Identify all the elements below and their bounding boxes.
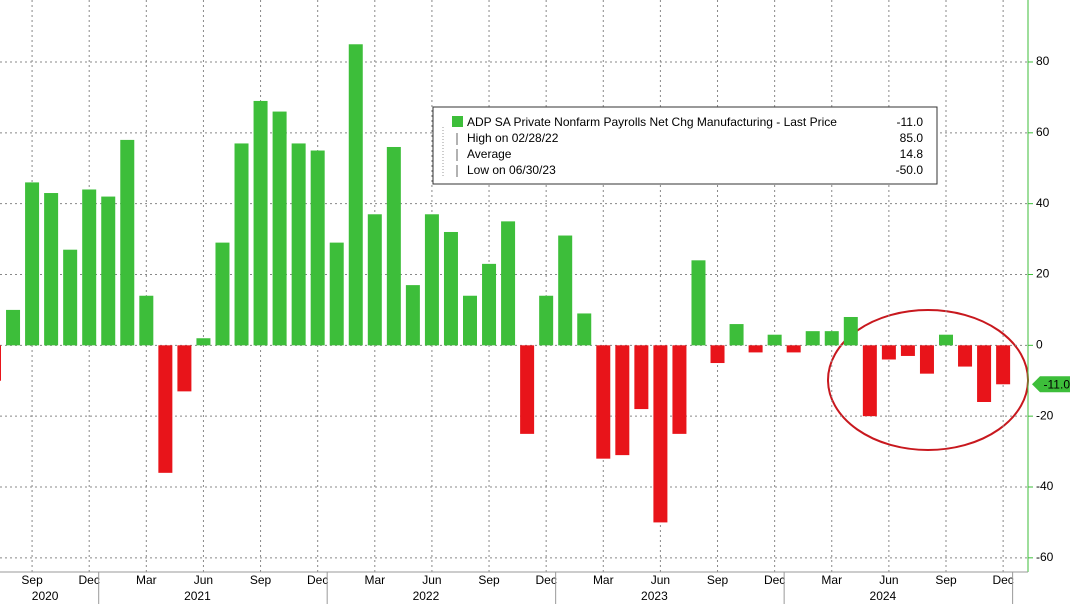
x-tick-label: Jun	[422, 573, 441, 587]
y-tick-label: 60	[1036, 125, 1050, 139]
bar	[0, 345, 1, 381]
y-tick-label: 20	[1036, 267, 1050, 281]
x-tick-label: Sep	[478, 573, 500, 587]
bar	[463, 295, 477, 346]
bar	[272, 111, 287, 346]
bar	[120, 139, 135, 346]
x-tick-label: Mar	[364, 573, 385, 587]
x-tick-label: Mar	[593, 573, 614, 587]
legend-name: ADP SA Private Nonfarm Payrolls Net Chg …	[467, 115, 837, 129]
bar	[558, 235, 573, 346]
legend-last: -11.0	[897, 115, 924, 129]
bar	[25, 182, 40, 346]
bar	[82, 189, 97, 346]
y-tick-label: -20	[1036, 408, 1054, 422]
bar	[215, 242, 230, 346]
bar	[291, 143, 306, 346]
bar	[919, 345, 934, 374]
bar	[405, 285, 420, 346]
bar	[253, 100, 268, 346]
bar	[710, 345, 725, 364]
bar	[634, 345, 649, 410]
x-tick-label: Mar	[136, 573, 157, 587]
bar	[139, 295, 154, 346]
bar	[577, 313, 592, 346]
bar	[824, 331, 839, 346]
bar	[881, 345, 896, 360]
legend-box	[432, 106, 938, 185]
x-tick-label: Jun	[651, 573, 670, 587]
legend-stat-value: 85.0	[900, 131, 924, 145]
x-tick-label: Mar	[821, 573, 842, 587]
bar	[729, 324, 744, 346]
bar	[843, 316, 858, 346]
bar	[158, 345, 173, 473]
x-tick-label: Sep	[21, 573, 43, 587]
legend-stat-value: -50.0	[896, 163, 924, 177]
y-tick-label: 0	[1036, 337, 1043, 351]
bar	[424, 214, 439, 346]
y-tick-label: -60	[1036, 550, 1054, 564]
x-tick-label: Sep	[250, 573, 272, 587]
legend-stat-label: Low on 06/30/23	[467, 163, 556, 177]
bar	[996, 345, 1011, 385]
year-label: 2020	[32, 589, 59, 603]
bar	[6, 309, 21, 346]
legend-swatch	[452, 116, 463, 127]
bar	[482, 263, 497, 346]
bar	[310, 150, 325, 346]
x-tick-label: Jun	[194, 573, 213, 587]
year-label: 2023	[641, 589, 668, 603]
x-tick-label: Dec	[764, 573, 785, 587]
bar	[329, 242, 344, 346]
bar	[615, 345, 630, 456]
bar	[101, 196, 116, 346]
bar	[977, 345, 992, 402]
x-tick-label: Dec	[992, 573, 1013, 587]
last-price-marker	[1032, 376, 1070, 393]
x-tick-label: Dec	[535, 573, 556, 587]
bar	[653, 345, 668, 523]
bar	[386, 146, 401, 346]
bar	[44, 193, 59, 346]
bar	[63, 249, 78, 346]
x-tick-label: Sep	[935, 573, 957, 587]
bar	[958, 345, 973, 367]
bar	[520, 345, 535, 434]
bar	[596, 345, 611, 459]
year-label: 2024	[870, 589, 897, 603]
x-tick-label: Dec	[307, 573, 328, 587]
bar	[805, 331, 820, 346]
last-price-label: -11.0	[1044, 377, 1070, 391]
bar	[539, 295, 554, 346]
bar	[767, 334, 782, 346]
legend-stat-label: Average	[467, 147, 512, 161]
bar	[177, 345, 192, 392]
year-label: 2022	[413, 589, 440, 603]
bar	[900, 345, 915, 356]
x-tick-label: Sep	[707, 573, 729, 587]
y-tick-label: 40	[1036, 196, 1050, 210]
bar	[443, 231, 458, 346]
bar	[348, 44, 363, 346]
bar	[939, 334, 953, 346]
y-tick-label: 80	[1036, 54, 1050, 68]
bar	[862, 345, 877, 417]
bar	[691, 260, 706, 346]
legend-stat-value: 14.8	[900, 147, 924, 161]
x-tick-label: Dec	[79, 573, 100, 587]
bar	[234, 143, 249, 346]
x-tick-label: Jun	[879, 573, 898, 587]
bar	[501, 221, 516, 346]
legend: ADP SA Private Nonfarm Payrolls Net Chg …	[432, 106, 938, 185]
bar	[748, 345, 763, 353]
y-tick-label: -40	[1036, 479, 1054, 493]
year-label: 2021	[184, 589, 211, 603]
bar	[786, 345, 801, 353]
bar	[672, 345, 687, 434]
bar	[196, 338, 211, 346]
bar	[367, 214, 382, 346]
legend-stat-label: High on 02/28/22	[467, 131, 559, 145]
